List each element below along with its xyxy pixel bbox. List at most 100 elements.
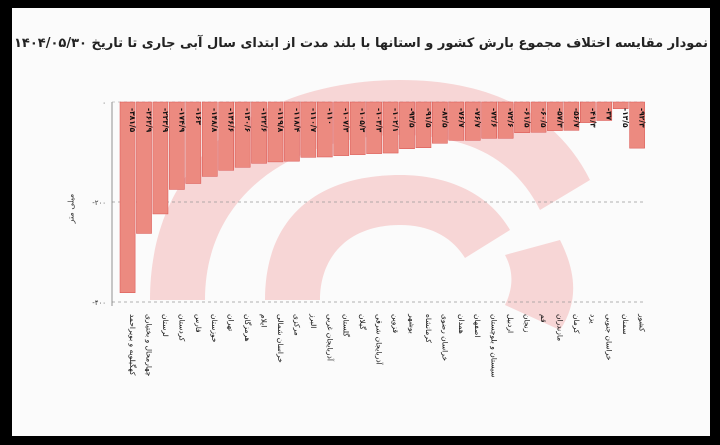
bar-value-label: -۱۱۰: [325, 108, 334, 125]
bar-value-label: -۱۰۷/۳: [342, 108, 351, 133]
category-label: بوشهر: [407, 313, 416, 334]
bar-value-label: -۳۷: [605, 108, 614, 121]
bar-value-label: -۱۱۸/۴: [292, 108, 301, 133]
bar-value-label: -۱۰۲/۱: [391, 108, 400, 132]
bar: [251, 101, 267, 164]
bar-value-label: -۵۶/۷: [572, 108, 581, 128]
category-label: اصفهان: [473, 314, 482, 338]
category-label: همدان: [457, 314, 466, 334]
category-label: مازندران: [555, 314, 564, 341]
category-label: خراسان شمالی: [276, 314, 285, 363]
category-label: کردستان: [177, 314, 186, 342]
bar: [448, 101, 465, 141]
bar-value-label: -۱۰۳/۳: [375, 108, 384, 133]
bar: [136, 101, 152, 234]
category-label: هرمزگان: [243, 314, 252, 342]
bar: [267, 101, 284, 163]
category-label: اردبیل: [506, 314, 515, 333]
bar-value-label: -۷۶/۷: [457, 108, 466, 128]
category-label: خراسان جنوبی: [605, 314, 614, 361]
category-label: تهران: [227, 314, 236, 331]
category-label: سمنان: [621, 314, 630, 335]
bar: [366, 101, 382, 154]
bar-value-label: -۱۳۰/۶: [243, 108, 252, 132]
bar-value-label: -۱۲۲/۶: [260, 108, 269, 132]
bar-value-label: -۷۲/۶: [490, 108, 499, 128]
bar: [218, 101, 234, 171]
bar-value-label: -۷۶/۷: [473, 108, 482, 128]
bar-value-label: -۵۷/۳: [555, 108, 564, 128]
bar-value-label: -۹۱/۵: [424, 108, 433, 128]
category-label: کرمان: [572, 314, 581, 334]
chart-title: نمودار مقایسه اختلاف مجموع بارش کشور و ا…: [13, 36, 708, 51]
category-label: گلستان: [342, 314, 351, 337]
category-label: خوزستان: [210, 314, 219, 343]
category-label: قزوین: [391, 314, 400, 334]
bar-value-label: -۷۲/۶: [506, 108, 515, 128]
bar: [284, 101, 300, 162]
bar: [185, 101, 202, 184]
category-label: فارس: [194, 314, 203, 333]
category-label: خراسان رضوی: [440, 314, 449, 361]
bar: [580, 101, 596, 123]
bar-value-label: -۳۸۱/۵: [128, 108, 137, 133]
bar: [399, 101, 415, 149]
bar-value-label: -۱۷۴/۹: [177, 108, 186, 133]
bar-value-label: -۱۰۵/۳: [358, 108, 367, 133]
bar: [629, 101, 645, 149]
category-label: آذربایجان غربی: [325, 314, 335, 362]
bar-value-label: -۶۱/۵: [523, 108, 532, 128]
category-label: چهارمحال و بختیاری: [144, 314, 153, 377]
bar-value-label: -۱۴۸/۸: [210, 108, 219, 133]
bar: [201, 101, 218, 177]
bar-value-label: -۹۳/۵: [407, 108, 416, 128]
bar: [596, 101, 613, 121]
y-tick-label: ۰: [102, 99, 106, 107]
y-tick-label: -۲۰۰: [92, 199, 106, 207]
bar: [152, 101, 169, 215]
bar: [464, 101, 481, 141]
category-label: البرز: [309, 313, 318, 328]
bar: [349, 101, 366, 155]
bar: [481, 101, 497, 139]
bar-value-label: -۹۲/۳: [638, 108, 647, 128]
bar: [333, 101, 350, 156]
category-label: آذربایجان شرقی: [375, 314, 385, 366]
y-tick-label: -۴۰۰: [92, 299, 106, 307]
category-label: لرستان: [161, 314, 170, 337]
bar-value-label: -۱۱۹/۸: [276, 108, 285, 133]
bar: [497, 101, 514, 139]
bar-value-label: -۱۳/۵: [621, 108, 630, 128]
category-label: کهگیلویه و بویراحمد: [128, 314, 137, 376]
bar: [382, 101, 399, 154]
bar-value-label: -۸۲/۵: [440, 108, 449, 128]
category-label: کرمانشاه: [424, 314, 433, 343]
bar: [169, 101, 185, 190]
bar: [234, 101, 251, 168]
bar: [317, 101, 333, 158]
bar-value-label: -۶۰/۵: [539, 108, 548, 128]
bar: [530, 101, 547, 133]
bar: [119, 101, 136, 293]
bar: [547, 101, 563, 131]
bar: [563, 101, 580, 131]
bar-value-label: -۲۶۲/۹: [144, 108, 153, 133]
bar-value-label: -۱۳۶/۶: [227, 108, 236, 132]
bar: [415, 101, 432, 148]
bar-value-label: -۱۶۳: [194, 108, 203, 125]
category-label: یزد: [588, 314, 597, 324]
bar-value-label: -۱۱۰/۷: [309, 108, 318, 133]
category-label: کشور: [638, 313, 647, 332]
category-label: قم: [539, 314, 548, 323]
category-label: ایلام: [260, 314, 269, 327]
bar-value-label: -۲۲۳/۹: [161, 108, 170, 133]
bar-value-label: -۴۱/۳: [588, 108, 597, 128]
category-label: زنجان: [523, 314, 532, 333]
category-label: مرکزی: [292, 314, 301, 336]
category-label: سیستان و بلوچستان: [490, 314, 499, 378]
bar: [514, 101, 530, 133]
bar: [612, 101, 629, 109]
bar: [300, 101, 317, 158]
category-label: گیلان: [358, 314, 367, 330]
